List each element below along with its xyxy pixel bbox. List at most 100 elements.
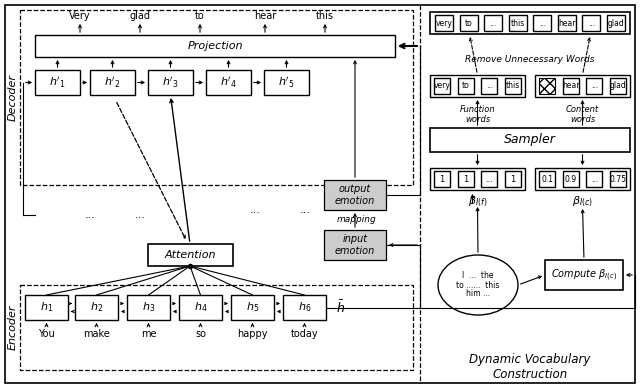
Text: mapping: mapping — [337, 215, 377, 224]
Text: ...: ... — [539, 18, 546, 27]
Text: ...: ... — [250, 205, 260, 215]
Text: Decoder: Decoder — [8, 74, 18, 121]
Text: Very: Very — [69, 11, 91, 21]
FancyBboxPatch shape — [25, 295, 68, 320]
Text: 1: 1 — [463, 174, 468, 183]
Text: Function: Function — [460, 104, 495, 113]
FancyBboxPatch shape — [481, 171, 497, 187]
Text: 0.1: 0.1 — [541, 174, 553, 183]
FancyBboxPatch shape — [539, 171, 555, 187]
FancyBboxPatch shape — [535, 75, 630, 97]
Text: to ......  this: to ...... this — [456, 280, 500, 289]
Text: $h_5$: $h_5$ — [246, 301, 259, 314]
FancyBboxPatch shape — [20, 285, 413, 370]
Text: this: this — [506, 81, 520, 90]
Text: to: to — [465, 18, 472, 27]
Text: ...: ... — [486, 81, 493, 90]
Text: this: this — [511, 18, 525, 27]
Text: Construction: Construction — [492, 368, 568, 380]
Text: hear: hear — [558, 18, 575, 27]
Text: to: to — [195, 11, 205, 21]
Text: $h'_3$: $h'_3$ — [162, 75, 179, 90]
FancyBboxPatch shape — [430, 12, 630, 34]
FancyBboxPatch shape — [324, 180, 386, 210]
FancyBboxPatch shape — [430, 128, 630, 152]
FancyBboxPatch shape — [430, 75, 525, 97]
FancyBboxPatch shape — [563, 171, 579, 187]
FancyBboxPatch shape — [505, 78, 521, 94]
FancyBboxPatch shape — [147, 244, 232, 266]
Text: 0.9: 0.9 — [564, 174, 577, 183]
Text: hear: hear — [254, 11, 276, 21]
Text: this: this — [316, 11, 334, 21]
Text: hear: hear — [562, 81, 579, 90]
Text: Encoder: Encoder — [8, 305, 18, 350]
FancyBboxPatch shape — [539, 78, 555, 94]
Text: $h'_4$: $h'_4$ — [220, 75, 237, 90]
Text: $h_3$: $h_3$ — [142, 301, 155, 314]
Text: ...: ... — [134, 210, 145, 220]
Text: Compute $\beta_{I(c)}$: Compute $\beta_{I(c)}$ — [551, 267, 617, 283]
FancyBboxPatch shape — [127, 295, 170, 320]
Text: ...: ... — [485, 174, 493, 183]
FancyBboxPatch shape — [533, 15, 551, 31]
Text: today: today — [291, 329, 318, 339]
FancyBboxPatch shape — [434, 78, 450, 94]
FancyBboxPatch shape — [505, 171, 521, 187]
Text: very: very — [436, 18, 452, 27]
Text: Content: Content — [566, 104, 599, 113]
FancyBboxPatch shape — [586, 78, 602, 94]
FancyBboxPatch shape — [434, 171, 450, 187]
FancyBboxPatch shape — [5, 5, 635, 383]
FancyBboxPatch shape — [75, 295, 118, 320]
Text: $h_6$: $h_6$ — [298, 301, 311, 314]
Text: I  ...  the: I ... the — [462, 271, 493, 280]
FancyBboxPatch shape — [148, 70, 193, 95]
Text: $h_2$: $h_2$ — [90, 301, 103, 314]
FancyBboxPatch shape — [610, 78, 626, 94]
FancyBboxPatch shape — [231, 295, 274, 320]
Text: ...: ... — [591, 81, 598, 90]
FancyBboxPatch shape — [563, 78, 579, 94]
FancyBboxPatch shape — [558, 15, 576, 31]
Text: 1: 1 — [510, 174, 516, 183]
FancyBboxPatch shape — [264, 70, 309, 95]
Text: Sampler: Sampler — [504, 133, 556, 147]
Text: Dynamic Vocabulary: Dynamic Vocabulary — [469, 353, 591, 366]
Text: $h'_5$: $h'_5$ — [278, 75, 295, 90]
Ellipse shape — [438, 255, 518, 315]
FancyBboxPatch shape — [324, 230, 386, 260]
Text: $h_4$: $h_4$ — [194, 301, 207, 314]
Text: Attention: Attention — [164, 250, 216, 260]
FancyBboxPatch shape — [484, 15, 502, 31]
Text: $\beta_{I(c)}$: $\beta_{I(c)}$ — [572, 195, 593, 209]
Text: input
emotion: input emotion — [335, 234, 375, 256]
FancyBboxPatch shape — [586, 171, 602, 187]
Text: to: to — [462, 81, 470, 90]
Text: me: me — [141, 329, 156, 339]
Text: happy: happy — [237, 329, 268, 339]
Text: him ...: him ... — [466, 289, 490, 298]
Text: glad: glad — [607, 18, 625, 27]
FancyBboxPatch shape — [283, 295, 326, 320]
Text: so: so — [195, 329, 206, 339]
Text: Remove Unnecessary Words: Remove Unnecessary Words — [465, 56, 595, 65]
Text: glad: glad — [129, 11, 150, 21]
FancyBboxPatch shape — [35, 35, 395, 57]
FancyBboxPatch shape — [179, 295, 222, 320]
Text: make: make — [83, 329, 110, 339]
Text: ...: ... — [84, 210, 95, 220]
FancyBboxPatch shape — [35, 70, 80, 95]
Text: ...: ... — [300, 205, 310, 215]
FancyBboxPatch shape — [545, 260, 623, 290]
FancyBboxPatch shape — [206, 70, 251, 95]
FancyBboxPatch shape — [509, 15, 527, 31]
FancyBboxPatch shape — [610, 171, 626, 187]
Text: 1: 1 — [440, 174, 445, 183]
FancyBboxPatch shape — [90, 70, 135, 95]
FancyBboxPatch shape — [20, 10, 413, 185]
FancyBboxPatch shape — [458, 78, 474, 94]
Text: glad: glad — [610, 81, 627, 90]
FancyBboxPatch shape — [435, 15, 453, 31]
Text: $h'_2$: $h'_2$ — [104, 75, 121, 90]
